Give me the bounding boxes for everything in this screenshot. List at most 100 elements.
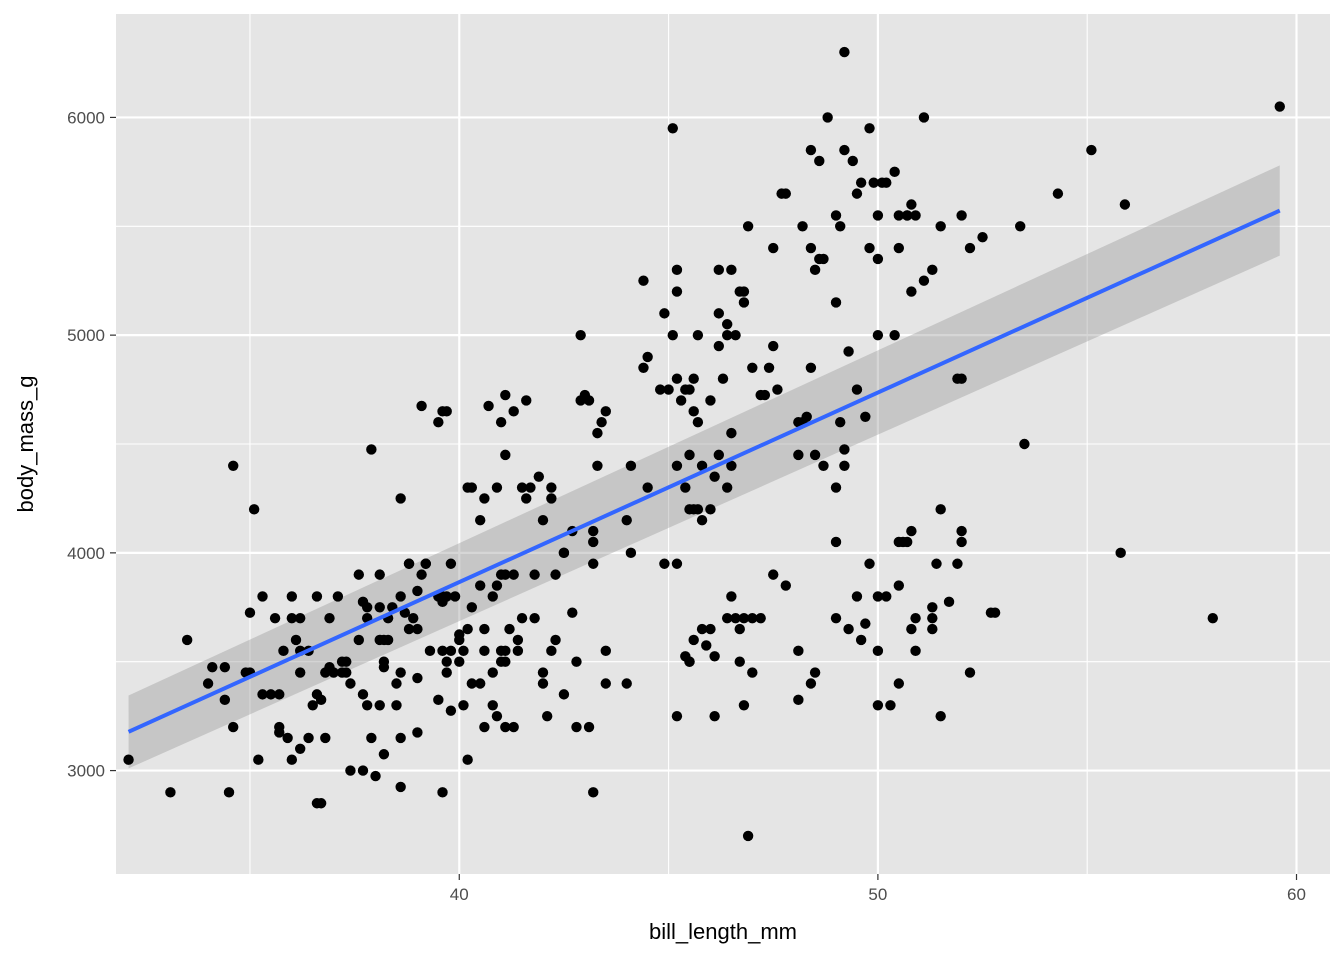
data-point [1115,547,1126,559]
data-point [324,612,335,624]
data-point [918,275,930,286]
data-point [290,634,302,646]
data-point [479,645,490,657]
data-point [696,515,708,526]
axes: 40 50 60 3000 4000 5000 6000 [67,108,1306,904]
data-point [839,460,850,471]
data-point [747,362,758,373]
data-point [596,417,607,428]
data-point [927,264,938,276]
data-point [207,661,218,673]
data-point [516,482,528,493]
data-point [713,264,725,276]
data-point [956,525,967,537]
data-point [768,340,779,352]
data-point [705,504,716,515]
data-point [512,645,524,657]
data-point [889,166,900,178]
data-point [927,623,938,635]
data-point [839,444,850,455]
data-point [1052,188,1064,199]
data-point [341,656,352,667]
data-point [809,667,821,678]
data-point [592,460,603,471]
data-point [307,700,318,711]
data-point [809,449,821,461]
data-point [918,112,930,123]
data-point [558,547,570,559]
data-point [721,612,733,624]
data-point [671,286,683,297]
data-point [533,471,545,482]
data-point [793,694,804,706]
data-point [713,449,725,461]
data-point [680,384,691,395]
data-point [726,264,737,276]
data-point [332,591,344,602]
data-point [734,623,745,635]
data-point [935,710,946,722]
data-point [935,221,946,232]
data-point [311,689,323,700]
data-point [872,645,884,657]
data-point [910,645,921,657]
data-point [265,689,277,700]
data-point [688,373,699,384]
data-point [893,242,905,254]
data-point [726,427,737,439]
data-point [382,634,394,646]
data-point [726,460,737,471]
data-point [721,319,733,330]
data-point [433,417,444,428]
data-point [479,721,490,733]
data-point [228,460,239,471]
data-point [835,221,846,232]
data-point [713,308,725,319]
x-axis-title: bill_length_mm [649,919,797,944]
y-tick-label: 6000 [67,108,105,127]
data-point [780,188,791,199]
data-point [864,242,875,254]
data-point [855,634,867,646]
data-point [860,618,871,629]
data-point [667,329,678,341]
data-point [345,678,356,689]
data-point [709,710,720,722]
data-point [742,830,754,842]
data-point [294,667,306,678]
data-point [835,417,846,428]
data-point [897,536,909,548]
data-point [692,504,704,515]
data-point [500,656,511,667]
data-point [550,569,561,580]
data-point [353,634,364,646]
data-point [696,623,708,635]
data-point [228,721,239,733]
data-point [659,558,670,569]
data-point [755,612,766,624]
data-point [445,558,457,569]
data-point [361,700,373,711]
data-point [638,362,649,373]
data-point [483,400,494,412]
data-point [286,612,298,624]
x-tick-label: 40 [450,885,469,904]
data-point [274,689,285,700]
data-point [901,210,913,221]
data-point [583,721,595,733]
data-point [495,417,507,428]
data-point [462,754,473,765]
data-point [927,602,938,613]
data-point [391,700,402,711]
data-point [763,362,775,373]
data-point [546,645,557,657]
data-point [881,177,892,188]
data-point [885,700,896,711]
data-point [893,210,905,221]
data-point [286,754,298,765]
data-point [864,558,875,569]
y-axis-title: body_mass_g [13,376,38,513]
data-point [370,770,381,782]
data-point [525,482,536,493]
